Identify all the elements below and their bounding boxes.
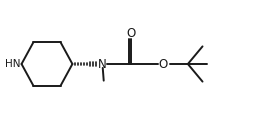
Text: N: N [98,57,107,71]
Text: O: O [159,57,168,71]
Text: HN: HN [4,59,20,69]
Text: O: O [126,27,136,40]
